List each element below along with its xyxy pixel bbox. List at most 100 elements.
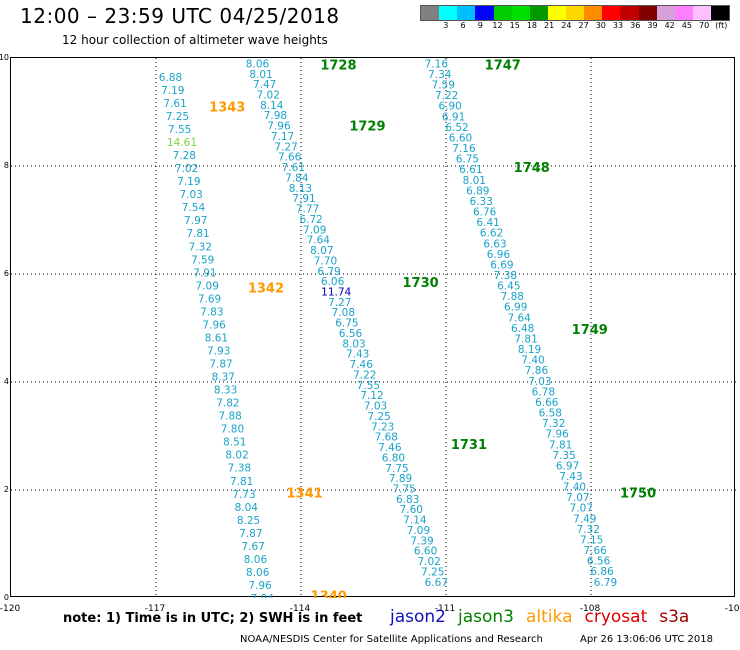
legend-label: 33 [612,21,624,30]
y-tick-label: 8 [4,161,9,170]
wave-height-value: 7.09 [196,280,219,292]
wave-height-value: 6.91 [442,111,465,123]
y-tick-label: 4 [4,377,9,386]
x-tick-label: -120 [0,604,20,614]
satellite-label-s3a: s3a [659,607,690,627]
wave-height-value: 6.67 [425,577,448,589]
wave-height-value: 7.27 [328,297,351,309]
legend-swatch [692,6,711,20]
wave-height-value: 8.03 [342,338,365,350]
wave-height-value: 7.19 [161,85,184,97]
wave-height-value: 8.37 [212,372,235,384]
x-tick-label: -105 [725,604,740,614]
legend-label: 45 [681,21,692,30]
wave-height-value: 7.97 [184,215,207,227]
wave-height-value: 7.59 [191,254,214,266]
wave-height-value: 8.06 [244,554,268,566]
wave-height-value: 7.91 [292,193,315,205]
legend-swatch [439,6,458,20]
satellite-label-cryosat: cryosat [584,607,648,627]
pass-time-label: 1731 [451,438,487,453]
wave-height-plot: 6.88 7.19 7.61 7.25 7.55 14.61 7.28 7.02 7.19 7.0… [10,57,736,598]
wave-height-value: 7.46 [378,442,402,454]
pass-time-label: 1750 [620,487,656,502]
wave-height-value: 7.94 [251,593,275,598]
wave-height-value: 7.40 [563,482,586,494]
pass-time-label: 1340 [311,589,347,598]
wave-height-value: 7.75 [385,463,408,475]
wave-height-value: 7.16 [452,143,476,155]
wave-height-value: 7.81 [230,476,253,488]
wave-height-value: 7.66 [583,545,607,557]
wave-height-value: 6.75 [335,318,358,330]
legend-label: 36 [630,21,641,30]
wave-height-value: 6.80 [382,452,405,464]
wave-height-value: 7.61 [282,162,305,174]
legend-label: 30 [595,21,606,30]
wave-height-value: 6.89 [466,185,489,197]
legend-swatch [421,6,440,20]
legend-swatch [475,6,494,20]
wave-height-value: 6.56 [587,556,611,568]
wave-height-value: 8.19 [518,344,541,356]
wave-height-value: 7.96 [545,429,569,441]
wave-height-value: 7.17 [271,131,294,143]
wave-height-value: 6.48 [511,323,534,335]
pass-time-label: 1749 [572,323,608,338]
wave-height-value: 7.81 [186,228,209,240]
page-subtitle: 12 hour collection of altimeter wave hei… [62,33,328,47]
wave-height-value: 7.98 [264,110,287,122]
wave-height-value: 7.03 [179,189,202,201]
wave-height-value: 6.60 [449,132,472,144]
wave-height-value: 6.86 [590,566,614,578]
legend-label: 9 [477,21,483,30]
wave-height-value: 7.25 [367,411,390,423]
wave-height-value: 7.16 [425,58,449,70]
legend-label: 42 [664,21,675,30]
wave-height-value: 7.43 [346,349,369,361]
legend-swatch [566,6,585,20]
wave-height-value: 6.72 [299,214,322,226]
wave-height-value: 7.67 [241,541,264,553]
legend-swatch [511,6,530,20]
wave-height-value: 7.69 [198,293,221,305]
wave-height-value: 7.34 [428,69,452,81]
wave-height-value: 6.41 [476,217,499,229]
wave-height-value: 7.87 [209,359,232,371]
wave-height-value: 7.93 [207,345,230,357]
wave-height-value: 8.04 [235,502,259,514]
wave-height-value: 7.09 [303,224,326,236]
legend-label: 3 [443,21,449,30]
wave-height-value: 7.54 [182,202,206,214]
wave-height-value: 7.38 [494,270,517,282]
footer-timestamp: Apr 26 13:06:06 UTC 2018 [580,634,713,645]
pass-time-label: 1728 [320,58,356,73]
wave-height-value: 7.32 [577,524,600,536]
legend-label: 24 [561,21,572,30]
altimeter-track-chart: 6.887.197.617.257.5514.617.287.027.197.0… [11,58,736,598]
wave-height-value: 7.64 [307,235,331,247]
wave-height-value: 6.79 [594,577,617,589]
wave-height-value: 7.32 [542,418,565,430]
wave-height-value: 8.07 [310,245,333,257]
wave-height-value: 7.68 [375,432,398,444]
wave-height-value: 8.25 [237,515,260,527]
legend-swatch [674,6,693,20]
wave-height-value: 7.88 [218,411,241,423]
wave-height-value: 7.70 [314,255,337,267]
wave-height-value: 6.56 [339,328,363,340]
wave-height-value: 7.59 [432,80,455,92]
wave-height-value: 7.19 [177,176,200,188]
pass-time-label: 1748 [514,161,550,176]
wave-height-value: 7.14 [403,515,427,527]
wave-height-value: 7.66 [278,152,302,164]
wave-height-value: 7.87 [239,528,262,540]
wave-height-value: 6.96 [487,249,511,261]
legend-label: 12 [492,21,503,30]
wave-height-value: 7.81 [514,333,537,345]
pass-time-label: 1342 [248,282,284,297]
satellite-label-jason2: jason2 [390,607,446,627]
wave-height-value: 7.64 [507,312,531,324]
wave-height-value: 6.75 [456,154,479,166]
wave-height-value: 6.62 [480,228,503,240]
